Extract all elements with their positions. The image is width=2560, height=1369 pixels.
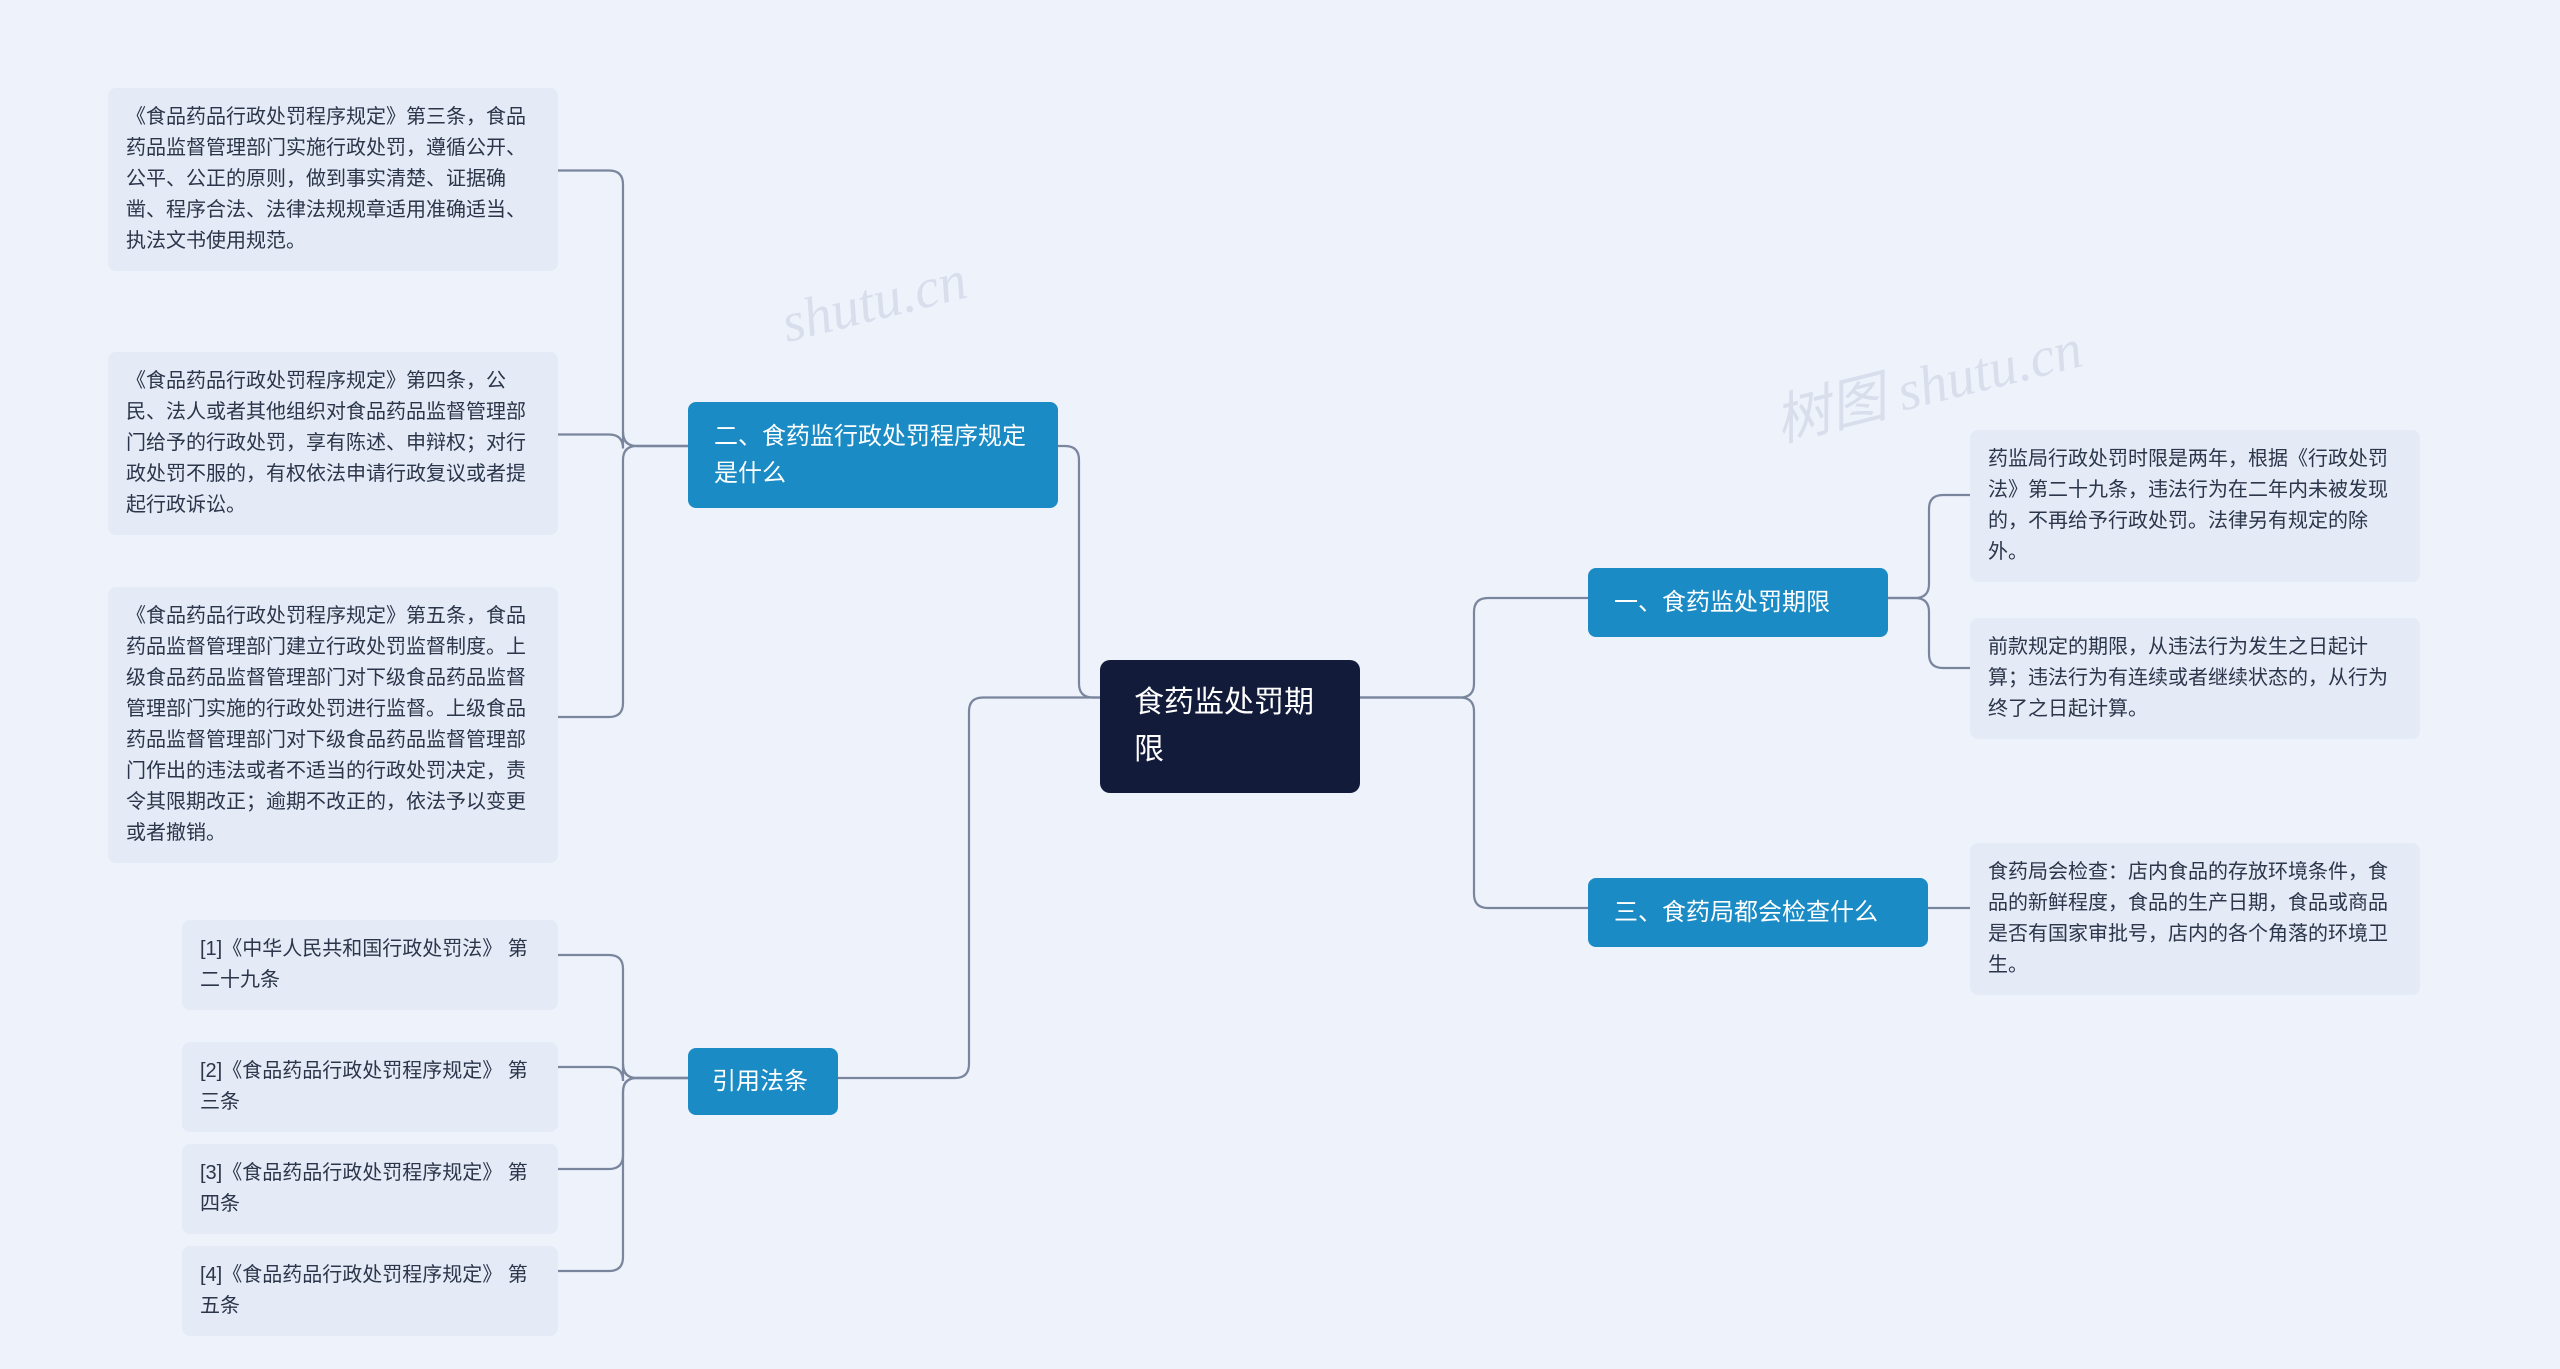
leaf-node[interactable]: 《食品药品行政处罚程序规定》第五条，食品药品监督管理部门建立行政处罚监督制度。上… (108, 587, 558, 863)
branch-label: 三、食药局都会检查什么 (1614, 899, 1878, 926)
leaf-node[interactable]: 《食品药品行政处罚程序规定》第三条，食品药品监督管理部门实施行政处罚，遵循公开、… (108, 88, 558, 271)
leaf-text: 《食品药品行政处罚程序规定》第三条，食品药品监督管理部门实施行政处罚，遵循公开、… (126, 106, 526, 252)
leaf-text: [3]《食品药品行政处罚程序规定》 第四条 (200, 1162, 528, 1215)
leaf-node[interactable]: 《食品药品行政处罚程序规定》第四条，公民、法人或者其他组织对食品药品监督管理部门… (108, 352, 558, 535)
leaf-text: 食药局会检查：店内食品的存放环境条件，食品的新鲜程度，食品的生产日期，食品或商品… (1988, 861, 2388, 976)
leaf-text: [2]《食品药品行政处罚程序规定》 第三条 (200, 1060, 528, 1113)
leaf-text: 药监局行政处罚时限是两年，根据《行政处罚法》第二十九条，违法行为在二年内未被发现… (1988, 448, 2388, 563)
branch-label: 引用法条 (712, 1068, 808, 1095)
leaf-node[interactable]: 药监局行政处罚时限是两年，根据《行政处罚法》第二十九条，违法行为在二年内未被发现… (1970, 430, 2420, 582)
branch-section-2[interactable]: 二、食药监行政处罚程序规定是什么 (688, 402, 1058, 508)
leaf-text: 前款规定的期限，从违法行为发生之日起计算；违法行为有连续或者继续状态的，从行为终… (1988, 636, 2388, 720)
leaf-text: [4]《食品药品行政处罚程序规定》 第五条 (200, 1264, 528, 1317)
leaf-node[interactable]: 前款规定的期限，从违法行为发生之日起计算；违法行为有连续或者继续状态的，从行为终… (1970, 618, 2420, 739)
leaf-node[interactable]: [3]《食品药品行政处罚程序规定》 第四条 (182, 1144, 558, 1234)
leaf-text: [1]《中华人民共和国行政处罚法》 第二十九条 (200, 938, 528, 991)
leaf-node[interactable]: [2]《食品药品行政处罚程序规定》 第三条 (182, 1042, 558, 1132)
branch-section-1[interactable]: 一、食药监处罚期限 (1588, 568, 1888, 637)
watermark: shutu.cn (775, 248, 973, 356)
leaf-node[interactable]: [1]《中华人民共和国行政处罚法》 第二十九条 (182, 920, 558, 1010)
branch-section-3[interactable]: 三、食药局都会检查什么 (1588, 878, 1928, 947)
root-label: 食药监处罚期限 (1134, 686, 1314, 766)
leaf-text: 《食品药品行政处罚程序规定》第五条，食品药品监督管理部门建立行政处罚监督制度。上… (126, 605, 526, 844)
leaf-node[interactable]: [4]《食品药品行政处罚程序规定》 第五条 (182, 1246, 558, 1336)
root-node[interactable]: 食药监处罚期限 (1100, 660, 1360, 793)
branch-label: 一、食药监处罚期限 (1614, 589, 1830, 616)
branch-references[interactable]: 引用法条 (688, 1048, 838, 1115)
leaf-node[interactable]: 食药局会检查：店内食品的存放环境条件，食品的新鲜程度，食品的生产日期，食品或商品… (1970, 843, 2420, 995)
branch-label: 二、食药监行政处罚程序规定是什么 (714, 423, 1026, 487)
leaf-text: 《食品药品行政处罚程序规定》第四条，公民、法人或者其他组织对食品药品监督管理部门… (126, 370, 526, 516)
